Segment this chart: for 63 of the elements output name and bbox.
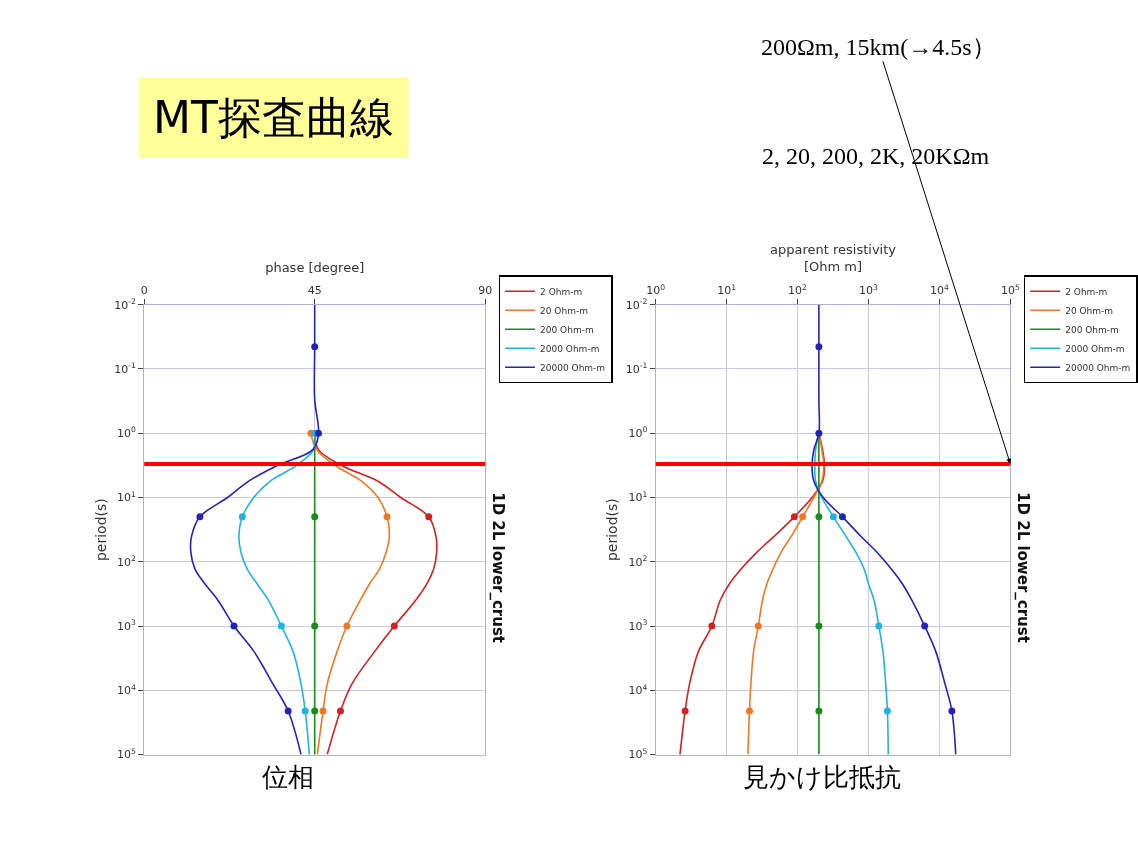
y-tick-label: 10$^{5}$ [628, 746, 648, 762]
x-axis-title: phase [degree] [265, 260, 365, 276]
x-tick-label: 10$^{4}$ [929, 282, 949, 298]
point [311, 622, 319, 630]
text: 1D 2L lower_crust [1013, 492, 1032, 643]
point [425, 513, 433, 521]
x-tick-label: 90 [478, 284, 493, 298]
x-tick-label: 10$^{1}$ [717, 282, 737, 298]
point [230, 622, 238, 630]
line-series [189, 304, 320, 755]
y-tick-label: 10$^{1}$ [117, 489, 137, 505]
text: MT探査曲線 [153, 92, 394, 143]
text: 2, 20, 200, 2K, 20KΩm [762, 143, 990, 169]
y-tick-label: 10$^{0}$ [628, 425, 648, 441]
legend-label: 20000 Ohm-m [540, 362, 606, 373]
legend-label: 200 Ohm-m [1065, 324, 1119, 335]
x-tick-label: 0 [140, 284, 148, 298]
legend-label: 20000 Ohm-m [1065, 362, 1131, 373]
point [311, 343, 319, 351]
y-tick-label: 10$^{-2}$ [114, 296, 137, 312]
legend-label: 2000 Ohm-m [540, 343, 600, 354]
y-tick-label: 10$^{2}$ [628, 554, 648, 569]
y-tick-label: 10$^{2}$ [117, 554, 137, 569]
point [196, 513, 204, 521]
x-tick-label: 10$^{0}$ [646, 282, 666, 298]
point [336, 707, 344, 715]
point [311, 707, 319, 715]
point [343, 622, 351, 630]
y-axis-title: period(s) [92, 498, 109, 562]
text: 位相 [262, 762, 314, 792]
y-tick-label: 10$^{-1}$ [114, 361, 137, 376]
y-tick-label: 10$^{-1}$ [625, 361, 648, 376]
point [383, 513, 391, 521]
text: 見かけ比抵抗 [743, 762, 901, 792]
legend-label: 20 Ohm-m [1065, 305, 1114, 316]
y-tick-label: 10$^{3}$ [628, 618, 648, 633]
point [390, 622, 398, 630]
x-tick-label: 45 [307, 284, 322, 298]
legend-label: 2000 Ohm-m [1065, 343, 1125, 354]
point [311, 513, 319, 521]
annotation: 200Ωm, 15km(→4.5s） [761, 34, 996, 60]
point [277, 622, 285, 630]
point [284, 707, 292, 715]
legend-label: 20 Ohm-m [540, 305, 588, 316]
x-tick-label: 10$^{3}$ [859, 282, 879, 298]
y-tick-label: 10$^{0}$ [117, 425, 137, 441]
point [319, 707, 327, 715]
legend-label: 2 Ohm-m [540, 286, 583, 297]
point [238, 513, 246, 521]
y-tick-label: 10$^{3}$ [117, 618, 137, 633]
text: 1D 2L lower_crust [488, 492, 507, 644]
x-tick-label: 10$^{5}$ [1000, 282, 1020, 298]
y-tick-label: 10$^{4}$ [117, 682, 137, 698]
y-tick-label: 10$^{1}$ [628, 489, 648, 505]
y-tick-label: 10$^{-2}$ [625, 296, 648, 312]
y-tick-label: 10$^{4}$ [628, 682, 648, 698]
x-axis-title: apparent resistivity [Ohm m] [770, 241, 897, 274]
x-tick-label: 10$^{2}$ [788, 282, 808, 298]
point [301, 707, 309, 715]
y-tick-label: 10$^{5}$ [117, 746, 137, 762]
y-axis-title: period(s) [604, 498, 621, 562]
legend-label: 200 Ohm-m [540, 324, 594, 335]
legend-label: 2 Ohm-m [1065, 286, 1108, 297]
